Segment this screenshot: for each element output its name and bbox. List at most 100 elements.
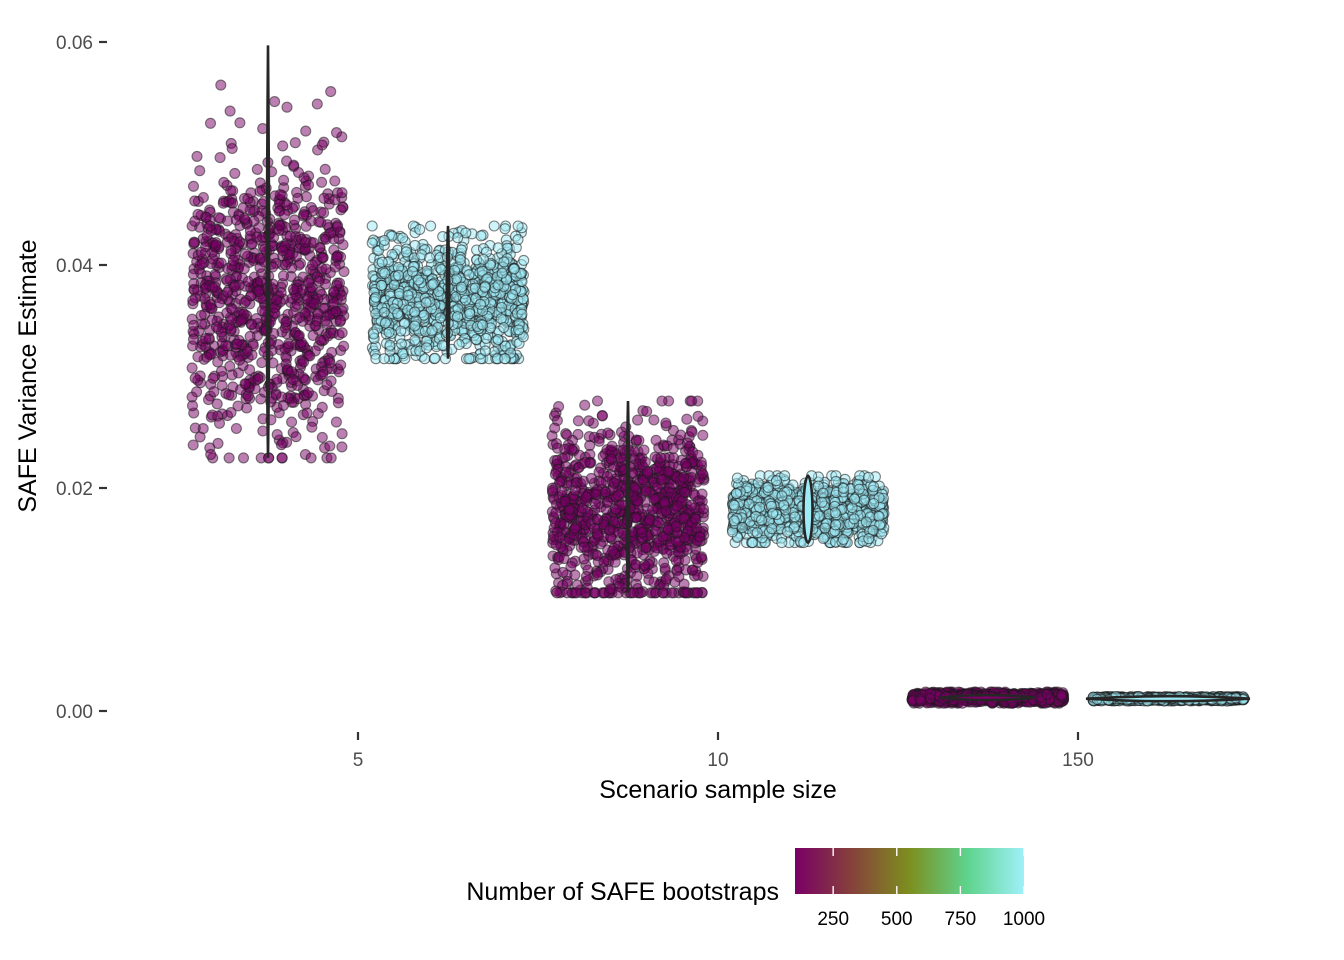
data-point	[378, 306, 390, 318]
data-point	[508, 263, 520, 275]
data-point	[463, 269, 475, 281]
data-point	[578, 541, 590, 553]
data-point	[755, 514, 768, 526]
data-point	[226, 142, 238, 155]
data-point	[316, 176, 328, 188]
data-point	[251, 163, 263, 175]
data-point	[226, 313, 238, 325]
data-point	[607, 545, 619, 557]
data-point	[196, 258, 208, 270]
data-point	[298, 356, 310, 368]
data-point	[766, 523, 778, 535]
data-point	[328, 285, 340, 298]
data-point	[554, 531, 566, 543]
data-point	[294, 311, 306, 323]
data-point	[397, 348, 409, 360]
data-point	[280, 316, 292, 328]
data-point	[660, 417, 672, 429]
data-point	[549, 422, 561, 434]
data-point	[331, 251, 343, 263]
data-point	[640, 485, 652, 497]
data-point	[426, 325, 438, 337]
data-point	[187, 439, 199, 451]
data-point	[776, 490, 788, 502]
data-point	[583, 415, 595, 427]
data-point	[286, 416, 298, 428]
data-point	[234, 117, 246, 129]
data-point	[201, 351, 213, 363]
data-point	[254, 185, 266, 197]
data-point	[507, 289, 519, 301]
data-point	[204, 117, 217, 129]
data-point	[220, 340, 232, 352]
data-point	[383, 326, 395, 338]
data-point	[593, 435, 605, 447]
data-point	[392, 307, 404, 320]
data-point	[292, 192, 304, 204]
data-point	[789, 511, 801, 523]
data-point	[631, 547, 643, 559]
data-point	[320, 263, 332, 275]
data-point	[690, 522, 703, 534]
data-point	[278, 174, 290, 186]
data-point	[187, 333, 200, 345]
data-point	[393, 269, 405, 281]
data-point	[245, 318, 258, 330]
data-point	[591, 513, 604, 525]
data-point	[518, 254, 530, 266]
data-point	[306, 259, 319, 271]
data-point	[317, 368, 329, 380]
data-point	[747, 537, 759, 549]
data-point	[636, 526, 648, 538]
data-point	[556, 485, 568, 497]
data-point	[336, 327, 348, 339]
data-point	[277, 245, 289, 257]
data-point	[238, 212, 251, 224]
data-point	[215, 79, 227, 91]
data-point	[211, 398, 223, 410]
data-point	[210, 239, 222, 251]
data-point	[302, 386, 314, 399]
data-point	[254, 275, 267, 287]
data-point	[225, 245, 237, 257]
data-point	[214, 152, 226, 164]
data-point	[321, 379, 333, 391]
data-point	[239, 297, 251, 309]
data-point	[414, 223, 426, 236]
data-point	[464, 308, 476, 320]
data-point	[648, 576, 660, 588]
data-point	[641, 405, 653, 417]
data-point	[554, 476, 566, 488]
data-point	[316, 431, 328, 443]
data-point	[569, 522, 581, 534]
data-point	[602, 427, 614, 439]
data-point	[656, 395, 668, 407]
data-point	[281, 155, 293, 167]
data-point	[378, 353, 390, 365]
data-point	[257, 425, 269, 437]
data-point	[202, 394, 215, 406]
data-point	[762, 481, 774, 493]
data-point	[564, 504, 576, 516]
data-point	[319, 163, 331, 175]
data-point	[648, 493, 660, 505]
data-point	[860, 516, 872, 528]
data-point	[230, 422, 242, 435]
data-point	[276, 391, 288, 403]
data-point	[197, 423, 209, 435]
data-point	[376, 256, 388, 268]
data-point	[570, 587, 583, 599]
data-point	[686, 395, 698, 407]
data-point	[627, 587, 640, 599]
data-point	[455, 281, 467, 293]
data-point	[837, 533, 849, 545]
data-point	[754, 501, 766, 513]
data-point	[655, 474, 667, 486]
data-point	[858, 494, 870, 506]
data-point	[512, 234, 524, 246]
data-point	[595, 476, 607, 489]
data-point	[668, 452, 680, 464]
data-point	[577, 475, 589, 487]
data-point	[189, 215, 201, 227]
data-point	[332, 397, 344, 409]
